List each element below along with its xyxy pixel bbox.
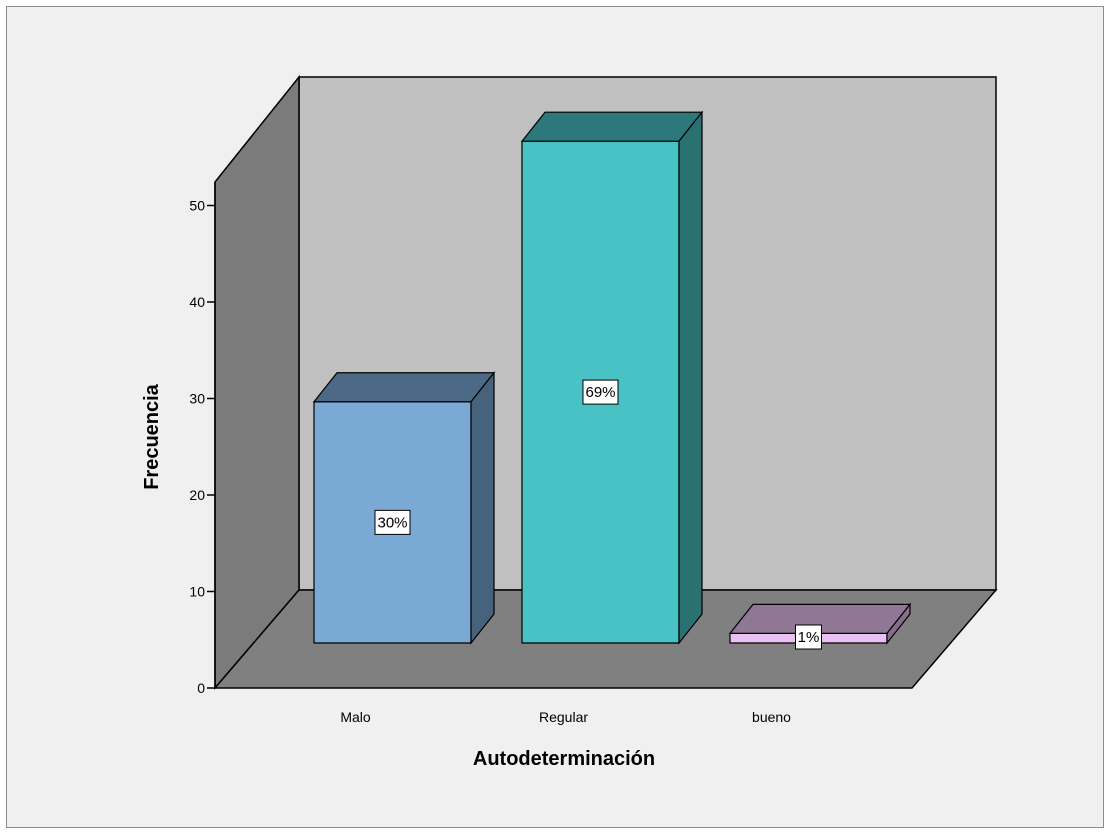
bar-regular: 69%: [520, 110, 704, 645]
y-axis: 0 10 20 30 40 50: [189, 182, 216, 696]
y-tick-label: 10: [189, 584, 205, 600]
x-axis-title: Autodeterminación: [473, 748, 655, 770]
x-tick-label: Malo: [340, 709, 371, 725]
y-tick-label: 0: [197, 680, 205, 696]
bar-top: [520, 111, 704, 142]
bar-bueno: 1%: [728, 602, 912, 650]
data-label: 1%: [798, 629, 820, 646]
y-tick-label: 30: [189, 391, 205, 407]
x-tick-label: bueno: [752, 709, 791, 725]
bar-side: [886, 602, 911, 645]
y-axis-title: Frecuencia: [141, 383, 163, 489]
bars-group: 30% 69% 1%: [312, 110, 912, 650]
left-wall: [214, 74, 300, 691]
bar-top: [312, 372, 496, 403]
data-label-box: [582, 379, 619, 405]
x-tick-label: Regular: [539, 709, 588, 725]
data-label-box: [795, 624, 822, 650]
bar-side: [470, 371, 495, 645]
y-tick-label: 40: [189, 294, 205, 310]
y-tick-label: 20: [189, 487, 205, 503]
data-label: 30%: [377, 514, 407, 531]
y-tick-label: 50: [189, 198, 205, 214]
bar-side: [678, 110, 703, 645]
x-axis: Malo Regular bueno: [340, 709, 791, 725]
bar-malo: 30%: [312, 371, 496, 645]
data-label: 69%: [585, 384, 615, 401]
data-label-box: [374, 509, 411, 535]
